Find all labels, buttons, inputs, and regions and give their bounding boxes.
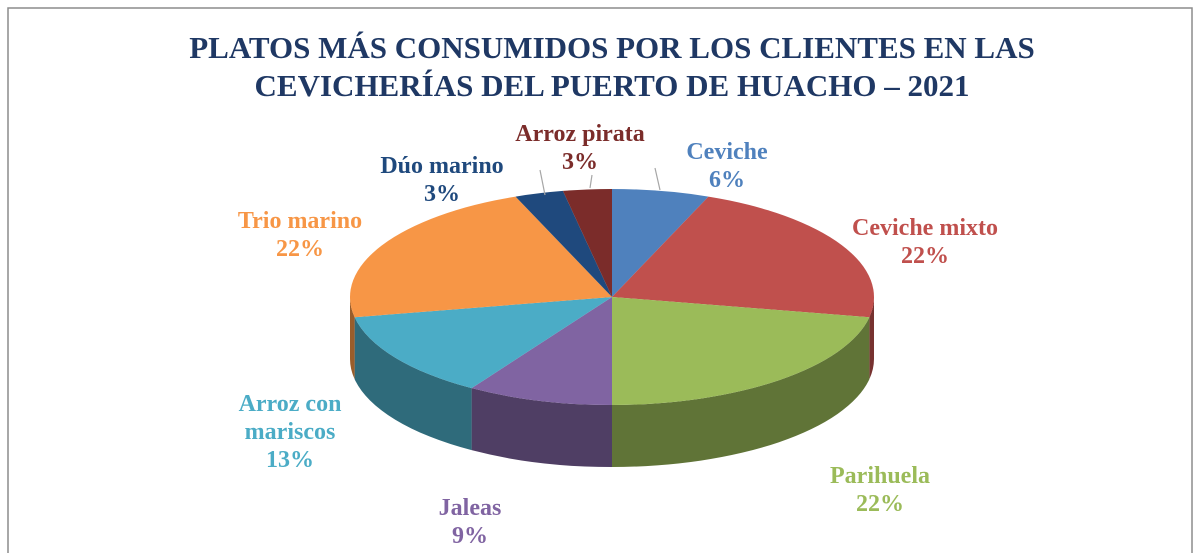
frame xyxy=(7,7,1193,553)
value-label: 22% xyxy=(276,236,324,262)
category-label: Trio marino xyxy=(237,208,363,234)
chart-title: CEVICHERÍAS DEL PUERTO DE HUACHO – 2021 xyxy=(255,68,970,103)
leader-line xyxy=(539,169,546,196)
data-label: Trio marino 22% xyxy=(238,207,362,263)
data-label: Parihuela 22% xyxy=(830,462,930,518)
slice-side xyxy=(350,297,355,380)
value-label: 9% xyxy=(451,523,488,549)
category-label: Parihuela xyxy=(830,463,930,489)
data-label: Arroz con mariscos 13% xyxy=(225,390,355,474)
data-label: Dúo marino 3% xyxy=(380,152,503,208)
data-label: Arroz pirata 3% xyxy=(515,120,645,176)
value-label: 22% xyxy=(856,491,904,517)
slice-side xyxy=(354,317,472,451)
value-label: 6% xyxy=(709,167,745,193)
category-label: Dúo marino xyxy=(380,153,504,179)
data-label: Ceviche 6% xyxy=(686,138,767,194)
slice xyxy=(515,190,612,297)
leader-line xyxy=(654,167,661,191)
category-label: Ceviche xyxy=(686,139,768,165)
category-label: Arroz pirata xyxy=(515,121,645,147)
value-label: 3% xyxy=(424,181,460,207)
value-label: 3% xyxy=(561,149,598,175)
data-label: Jaleas 9% xyxy=(439,494,502,550)
value-label: 13% xyxy=(266,447,314,473)
slice-side xyxy=(869,297,874,380)
category-label: Jaleas xyxy=(438,495,502,521)
slice xyxy=(612,196,874,318)
slice xyxy=(350,196,612,318)
slice xyxy=(562,189,612,297)
category-label: Arroz con mariscos xyxy=(238,391,342,445)
value-label: 22% xyxy=(901,243,949,269)
slice-side xyxy=(471,388,612,467)
data-label: Ceviche mixto 22% xyxy=(852,214,998,270)
slice xyxy=(471,297,612,405)
slice-side xyxy=(612,317,870,467)
category-label: Ceviche mixto xyxy=(852,215,998,241)
slice xyxy=(354,297,612,389)
slice xyxy=(612,297,870,405)
slice xyxy=(612,189,709,297)
chart-title: PLATOS MÁS CONSUMIDOS POR LOS CLIENTES E… xyxy=(189,30,1035,65)
leader-line xyxy=(589,174,593,189)
